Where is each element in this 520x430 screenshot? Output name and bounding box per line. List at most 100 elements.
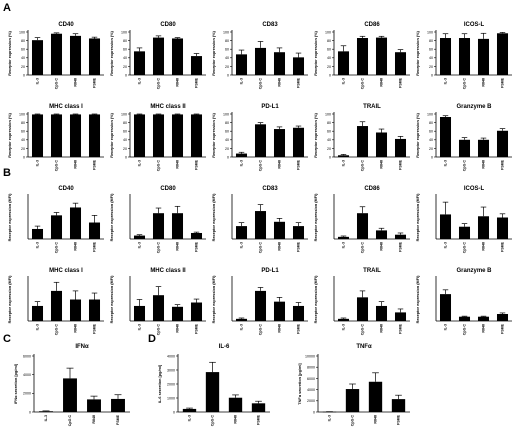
chart-title: CD40 (58, 22, 74, 28)
x-tick-label: FSME (501, 77, 505, 88)
x-tick-label: IL-3 (138, 242, 142, 248)
y-tick-label: 100 (121, 112, 127, 116)
bar (63, 378, 77, 412)
x-tick-label: CpG C (157, 242, 161, 254)
y-axis-label: Receptor expression (%) (212, 113, 216, 158)
bar (496, 217, 509, 239)
y-tick-label: 4000 (167, 354, 175, 358)
x-tick-label: IL-3 (36, 160, 40, 166)
y-axis-label: Receptor expression (%) (110, 113, 114, 158)
chart-title: Granzyme B (456, 268, 492, 274)
x-tick-label: CpG C (361, 324, 365, 336)
bar (235, 318, 248, 321)
x-tick-label: IL-3 (328, 415, 332, 421)
y-axis-label: Receptor expression (MFI) (212, 193, 216, 241)
y-tick-label: 60 (429, 48, 433, 52)
x-tick-label: IL-3 (36, 242, 40, 248)
x-tick-label: IL-3 (240, 324, 244, 330)
x-tick-label: IL-3 (240, 242, 244, 248)
y-tick-label: 60 (21, 48, 25, 52)
y-axis-label: Receptor expression (MFI) (314, 275, 318, 323)
x-tick-label: CpG C (259, 160, 263, 172)
x-tick-label: R848 (74, 242, 78, 251)
x-tick-label: FSME (93, 159, 97, 170)
chart-title: CD80 (160, 186, 176, 192)
bar (391, 399, 406, 412)
x-tick-label: R848 (278, 242, 282, 251)
y-tick-label: 0 (329, 155, 331, 159)
y-tick-label: 0 (173, 410, 175, 414)
bar (292, 305, 305, 321)
x-tick-label: R848 (234, 415, 238, 424)
x-tick-label: IL-3 (444, 160, 448, 166)
bar (254, 124, 267, 157)
bar (337, 318, 350, 321)
bar (375, 230, 388, 239)
y-axis-label: Receptor expression (MFI) (110, 275, 114, 323)
bar (394, 138, 407, 157)
bar (458, 139, 471, 157)
y-tick-label: 6000 (307, 377, 315, 381)
bar (356, 126, 369, 157)
y-tick-label: 4000 (23, 373, 31, 377)
y-tick-label: 100 (427, 30, 433, 34)
x-tick-label: R848 (380, 242, 384, 251)
chart-title: MHC class II (150, 104, 186, 110)
chart-panel-9: Granzyme B Receptor expression (%) 0 20 40 60… (416, 104, 512, 171)
x-tick-label: FSME (399, 77, 403, 88)
y-tick-label: 2000 (307, 399, 315, 403)
bar (171, 38, 184, 75)
y-tick-label: 100 (19, 112, 25, 116)
x-tick-label: R848 (176, 324, 180, 333)
bar (152, 213, 165, 239)
y-tick-label: 20 (225, 65, 229, 69)
bar (50, 33, 63, 75)
y-tick-label: 80 (21, 121, 25, 125)
x-tick-label: FSME (501, 241, 505, 252)
y-tick-label: 40 (225, 56, 229, 60)
bar (273, 129, 286, 157)
section-label-a: A (3, 2, 11, 14)
bar (292, 57, 305, 75)
y-tick-label: 80 (327, 39, 331, 43)
y-axis-label: Receptor expression (MFI) (416, 193, 420, 241)
chart-title: CD80 (160, 22, 176, 28)
bar (439, 38, 452, 75)
y-axis-label: Receptor expression (MFI) (8, 275, 12, 323)
x-tick-label: R848 (482, 324, 486, 333)
chart-panel-3: CD86 Receptor expression (%) 0 20 40 60 80 100 I… (314, 22, 410, 89)
y-tick-label: 20 (123, 65, 127, 69)
bar (69, 35, 82, 75)
y-axis-label: IL-6 secretion [pg/ml] (158, 364, 162, 403)
x-tick-label: IL-3 (188, 415, 192, 421)
x-tick-label: IL-3 (444, 242, 448, 248)
x-tick-label: R848 (278, 78, 282, 87)
y-tick-label: 40 (327, 56, 331, 60)
y-tick-label: 80 (123, 121, 127, 125)
y-tick-label: 2000 (23, 392, 31, 396)
y-axis-label: Receptor expression (MFI) (416, 275, 420, 323)
y-tick-label: 20 (21, 147, 25, 151)
y-tick-label: 0 (23, 155, 25, 159)
y-tick-label: 8000 (307, 366, 315, 370)
bar (439, 294, 452, 321)
bar (69, 114, 82, 157)
x-tick-label: R848 (176, 160, 180, 169)
y-tick-label: 20 (123, 147, 127, 151)
y-tick-label: 3000 (167, 368, 175, 372)
x-tick-label: R848 (482, 242, 486, 251)
y-tick-label: 60 (123, 130, 127, 134)
bar (322, 411, 337, 413)
x-tick-label: CpG C (463, 78, 467, 90)
bar (273, 221, 286, 239)
bar (31, 114, 44, 157)
bar (111, 398, 125, 412)
x-tick-label: IL-3 (44, 415, 48, 421)
x-tick-label: FSME (257, 414, 261, 425)
y-axis-label: Receptor expression (%) (8, 113, 12, 158)
bar (254, 47, 267, 75)
bar (50, 215, 63, 239)
chart-panel-4: ICOS-L Receptor expression (%) 0 20 40 60 80 10… (416, 22, 512, 89)
bar (337, 236, 350, 239)
x-tick-label: R848 (74, 78, 78, 87)
